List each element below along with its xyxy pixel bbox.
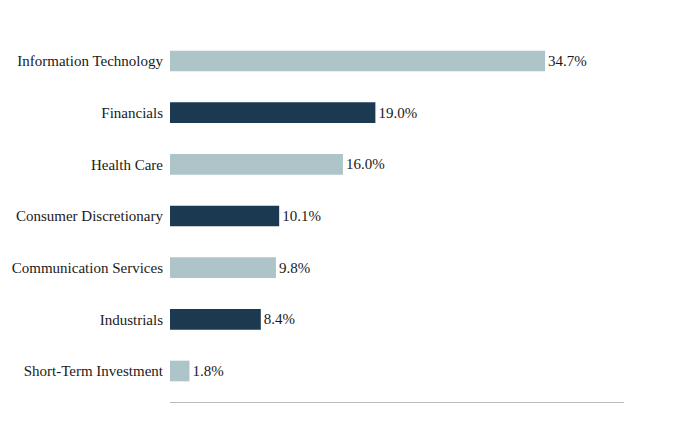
svg-text:34.7%: 34.7% xyxy=(548,53,587,69)
svg-text:Information Technology: Information Technology xyxy=(17,53,163,69)
svg-text:Consumer Discretionary: Consumer Discretionary xyxy=(16,208,164,224)
svg-text:Financials: Financials xyxy=(101,105,163,121)
svg-text:Short-Term Investment: Short-Term Investment xyxy=(24,363,164,379)
svg-text:8.4%: 8.4% xyxy=(264,311,295,327)
svg-text:Industrials: Industrials xyxy=(100,312,163,328)
svg-text:9.8%: 9.8% xyxy=(279,260,310,276)
svg-text:19.0%: 19.0% xyxy=(378,105,417,121)
svg-text:1.8%: 1.8% xyxy=(192,363,223,379)
svg-text:Health Care: Health Care xyxy=(91,157,163,173)
svg-text:10.1%: 10.1% xyxy=(282,208,321,224)
svg-text:16.0%: 16.0% xyxy=(346,156,385,172)
svg-text:Communication Services: Communication Services xyxy=(12,260,163,276)
